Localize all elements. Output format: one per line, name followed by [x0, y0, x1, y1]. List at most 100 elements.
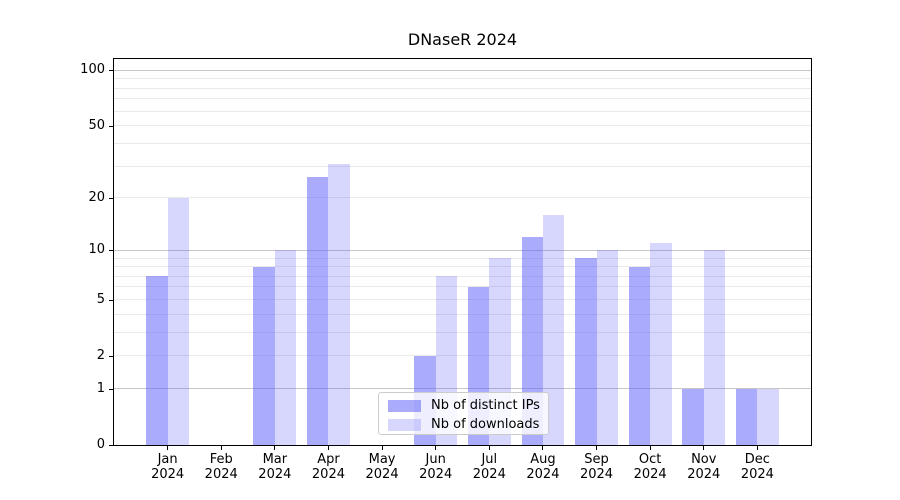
bar-nb-of-distinct-ips-mar: [253, 266, 275, 445]
x-tick-label-nov: Nov 2024: [673, 452, 735, 482]
minor-gridline: [114, 257, 811, 259]
x-tick-year: 2024: [526, 467, 560, 482]
minor-gridline: [114, 87, 811, 89]
y-tick-mark: [109, 125, 113, 127]
legend-label: Nb of downloads: [431, 417, 540, 432]
x-tick-mark: [542, 446, 544, 450]
legend-swatch: [388, 418, 421, 431]
bar-nb-of-distinct-ips-nov: [682, 388, 704, 445]
x-tick-label-may: May 2024: [351, 452, 413, 482]
minor-gridline: [114, 98, 811, 100]
minor-gridline: [114, 197, 811, 199]
x-tick-mark: [167, 446, 169, 450]
x-tick-mark: [274, 446, 276, 450]
y-tick-label: 50: [88, 117, 105, 133]
x-tick-month: Apr: [317, 452, 340, 467]
y-tick-mark: [109, 445, 113, 446]
major-gridline: [114, 388, 811, 390]
x-tick-label-jun: Jun 2024: [405, 452, 467, 482]
y-tick-label: 2: [96, 347, 105, 363]
x-tick-year: 2024: [419, 467, 453, 482]
legend: Nb of distinct IPs Nb of downloads: [378, 392, 549, 435]
y-tick-label: 20: [88, 189, 105, 205]
minor-gridline: [114, 355, 811, 357]
bar-nb-of-downloads-apr: [328, 163, 350, 445]
minor-gridline: [114, 266, 811, 268]
x-tick-year: 2024: [687, 467, 721, 482]
x-tick-year: 2024: [633, 467, 667, 482]
minor-gridline: [114, 142, 811, 144]
x-tick-month: Jan: [157, 452, 178, 467]
minor-gridline: [114, 331, 811, 333]
y-tick-label: 10: [88, 242, 105, 258]
x-tick-month: May: [368, 452, 396, 467]
x-tick-year: 2024: [365, 467, 399, 482]
x-tick-mark: [327, 446, 329, 450]
x-tick-year: 2024: [311, 467, 345, 482]
bar-nb-of-distinct-ips-apr: [307, 177, 329, 445]
x-tick-label-aug: Aug 2024: [512, 452, 574, 482]
x-tick-year: 2024: [472, 467, 506, 482]
minor-gridline: [114, 125, 811, 127]
x-tick-label-oct: Oct 2024: [619, 452, 681, 482]
y-tick-label: 5: [96, 291, 105, 307]
y-tick-mark: [109, 388, 113, 390]
x-tick-mark: [220, 446, 222, 450]
x-tick-month: Feb: [209, 452, 233, 467]
x-tick-year: 2024: [151, 467, 185, 482]
x-tick-month: Sep: [584, 452, 609, 467]
x-tick-label-jan: Jan 2024: [137, 452, 199, 482]
bar-nb-of-downloads-sep: [596, 250, 618, 445]
x-tick-year: 2024: [740, 467, 774, 482]
x-tick-mark: [596, 446, 598, 450]
y-tick-mark: [109, 197, 113, 199]
bar-nb-of-downloads-jan: [167, 197, 189, 445]
minor-gridline: [114, 286, 811, 288]
bar-nb-of-distinct-ips-dec: [735, 388, 758, 445]
legend-swatch: [388, 399, 421, 412]
x-tick-mark: [756, 446, 758, 450]
x-tick-mark: [381, 446, 383, 450]
x-tick-label-apr: Apr 2024: [297, 452, 359, 482]
bar-nb-of-downloads-oct: [650, 243, 672, 445]
legend-item: Nb of distinct IPs: [379, 396, 548, 415]
legend-label: Nb of distinct IPs: [431, 398, 540, 413]
x-tick-month: Aug: [530, 452, 556, 467]
y-tick-label: 0: [96, 437, 105, 452]
x-tick-year: 2024: [579, 467, 614, 482]
minor-gridline: [114, 299, 811, 300]
major-gridline: [114, 69, 811, 71]
x-tick-mark: [649, 446, 651, 450]
x-tick-month: Dec: [744, 452, 770, 467]
x-tick-year: 2024: [204, 467, 238, 482]
bar-nb-of-downloads-dec: [757, 388, 779, 445]
x-tick-year: 2024: [258, 467, 292, 482]
bar-nb-of-downloads-nov: [703, 250, 726, 445]
y-tick-label: 1: [96, 380, 105, 396]
chart-title: DNaseR 2024: [407, 30, 518, 49]
x-tick-month: Jun: [425, 452, 446, 467]
y-tick-label: 100: [80, 62, 105, 78]
x-tick-month: Mar: [262, 452, 288, 467]
bar-nb-of-distinct-ips-sep: [575, 258, 597, 445]
x-tick-label-mar: Mar 2024: [244, 452, 306, 482]
y-tick-mark: [109, 299, 113, 301]
y-tick-mark: [109, 250, 113, 252]
minor-gridline: [114, 165, 811, 167]
bar-nb-of-downloads-mar: [274, 250, 297, 445]
x-tick-mark: [435, 446, 437, 450]
minor-gridline: [114, 78, 811, 80]
minor-gridline: [114, 275, 811, 277]
bar-nb-of-distinct-ips-oct: [628, 266, 651, 445]
x-tick-label-jul: Jul 2024: [458, 452, 520, 482]
minor-gridline: [114, 313, 811, 315]
legend-item: Nb of downloads: [379, 415, 548, 434]
x-tick-label-dec: Dec 2024: [726, 452, 788, 482]
x-tick-mark: [703, 446, 705, 450]
x-tick-month: Nov: [691, 452, 717, 467]
x-tick-label-feb: Feb 2024: [190, 452, 252, 482]
y-tick-mark: [109, 355, 113, 357]
x-tick-month: Oct: [638, 452, 662, 467]
x-tick-mark: [488, 446, 490, 450]
